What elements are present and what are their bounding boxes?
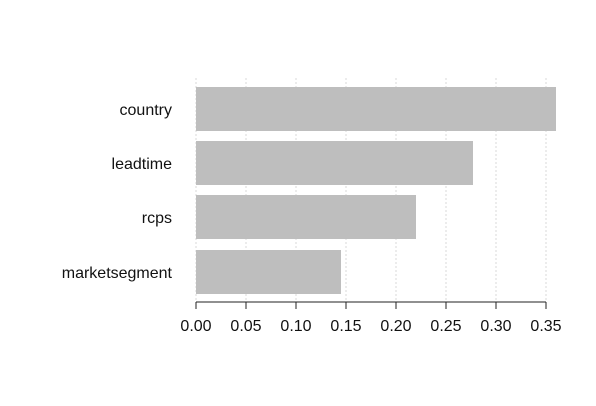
category-labels: country leadtime rcps marketsegment [62,102,173,282]
category-label: leadtime [112,156,173,173]
x-axis: 0.00 0.05 0.10 0.15 0.20 0.25 0.30 0.35 [180,301,562,335]
x-tick-label: 0.25 [430,318,461,335]
x-tick-label: 0.05 [230,318,261,335]
x-tick-label: 0.35 [530,318,561,335]
category-label: marketsegment [62,265,173,282]
bar-rcps [196,195,416,239]
bar-marketsegment [196,250,341,294]
x-tick-label: 0.20 [380,318,411,335]
x-tick-label: 0.10 [280,318,311,335]
x-tick-label: 0.00 [180,318,211,335]
bars [196,87,556,294]
x-tick-label: 0.15 [330,318,361,335]
x-tick-label: 0.30 [480,318,511,335]
bar-leadtime [196,141,473,185]
category-label: country [120,102,172,119]
category-label: rcps [142,210,172,227]
bar-country [196,87,556,131]
